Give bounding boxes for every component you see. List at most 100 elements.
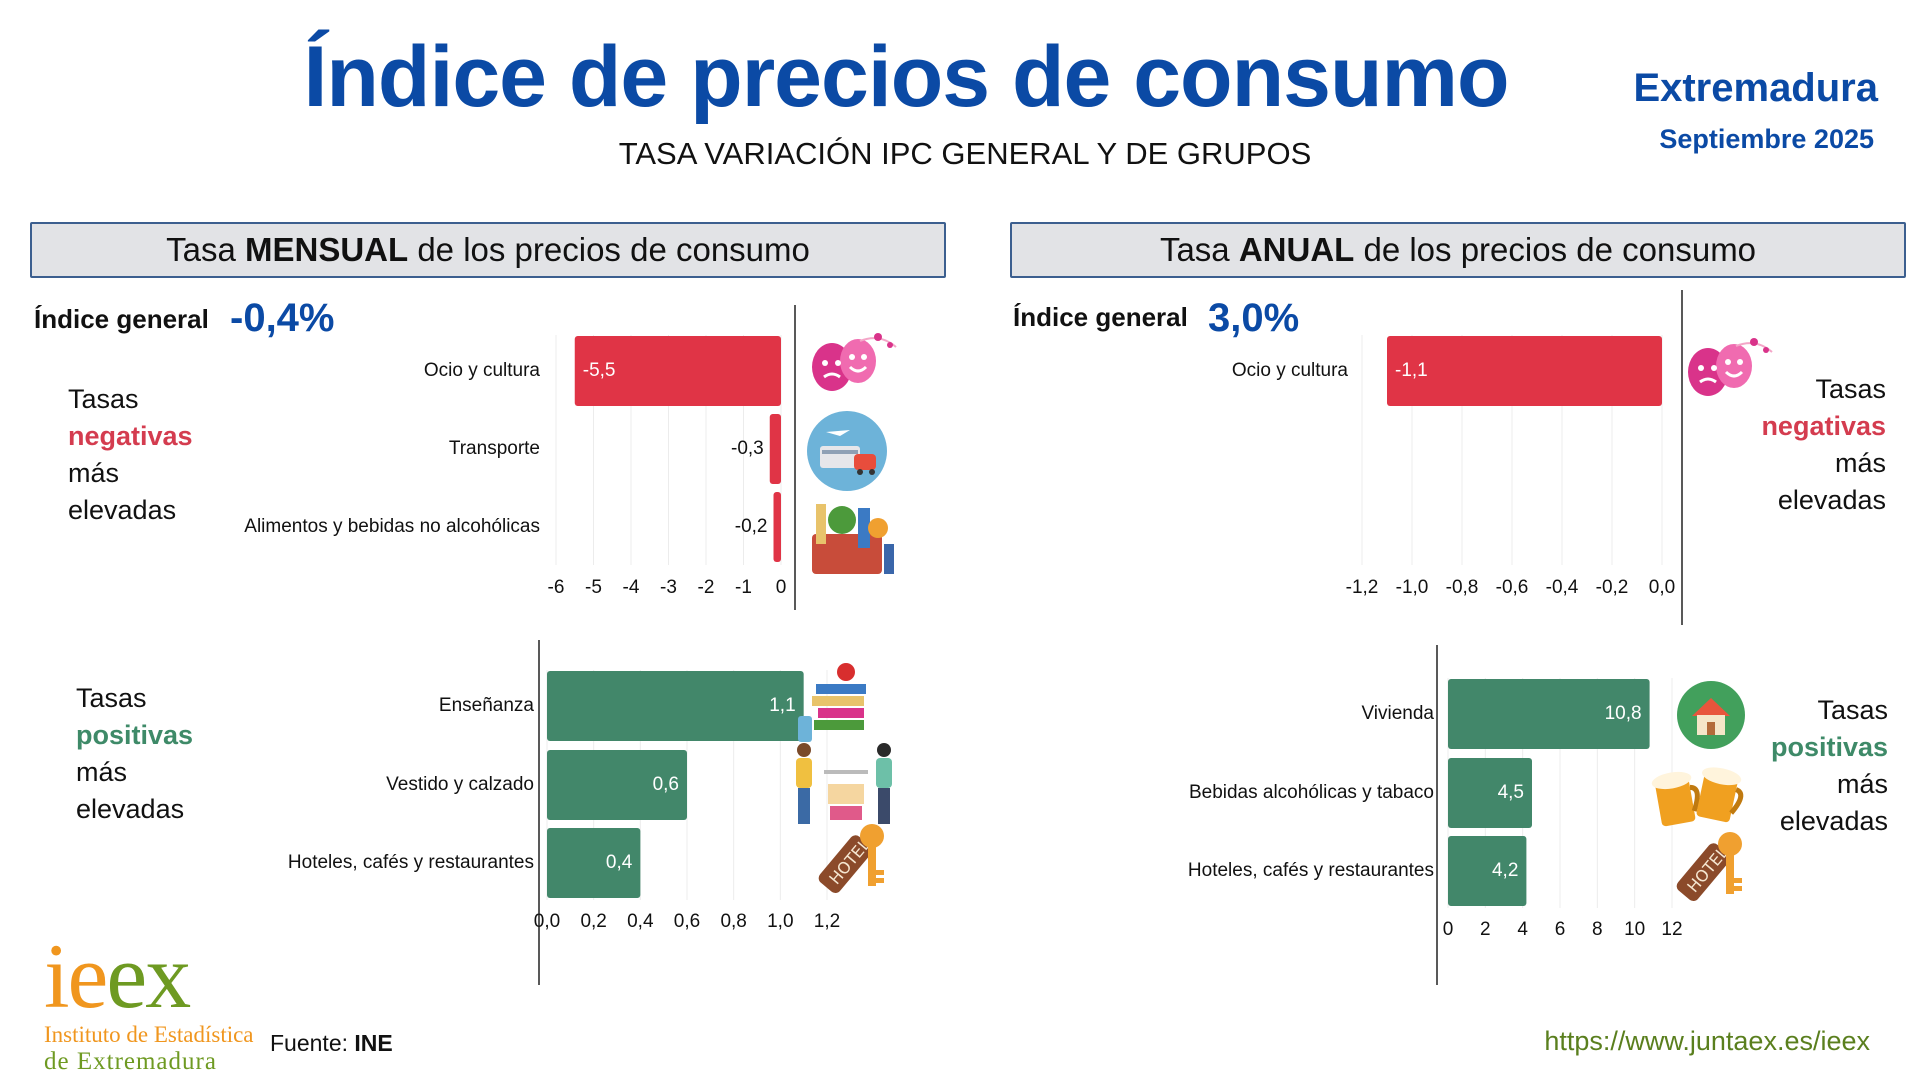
- hotel-key-icon: HOTEL: [806, 818, 890, 905]
- monthly-header-pre: Tasa: [166, 231, 245, 268]
- page-title: Índice de precios de consumo: [303, 29, 1510, 125]
- tick-label: -1,0: [1396, 577, 1429, 598]
- category-label: Bebidas alcohólicas y tabaco: [1189, 782, 1434, 803]
- tick-label: -0,6: [1496, 577, 1529, 598]
- house-icon: [1676, 680, 1746, 755]
- tick-label: 0: [776, 577, 787, 598]
- tick-label: 0,2: [580, 911, 606, 932]
- caption-negative-word: negativas: [68, 421, 193, 451]
- tick-label: 8: [1592, 919, 1603, 940]
- caption-line: Tasas: [68, 384, 139, 414]
- tick-label: 0,0: [534, 911, 560, 932]
- bar: [547, 671, 804, 741]
- annual-header-pre: Tasa: [1159, 231, 1239, 268]
- bar: [547, 750, 687, 820]
- caption-line: Tasas: [76, 683, 147, 713]
- tick-label: -0,4: [1546, 577, 1579, 598]
- ieex-logo: ieex Instituto de Estadística de Extrema…: [44, 930, 254, 1076]
- annual-negative-caption: Tasas negativas más elevadas: [1761, 371, 1886, 519]
- category-label: Hoteles, cafés y restaurantes: [288, 852, 534, 873]
- bar: [574, 336, 781, 406]
- tick-label: -2: [698, 577, 715, 598]
- tick-label: 1,0: [767, 911, 793, 932]
- tick-label: 1,2: [814, 911, 840, 932]
- caption-line: elevadas: [68, 495, 177, 525]
- monthly-header-bold: MENSUAL: [244, 231, 409, 268]
- logo-line1: Instituto de Estadística: [44, 1022, 254, 1047]
- tick-label: -5: [585, 577, 602, 598]
- data-label: 4,5: [1498, 782, 1524, 803]
- logo-letters-green: ex: [106, 925, 191, 1027]
- bar: [1448, 679, 1650, 749]
- logo-wordmark: ieex: [44, 930, 254, 1022]
- caption-line: Tasas: [1815, 374, 1886, 404]
- tick-label: -0,2: [1596, 577, 1629, 598]
- logo-letters-orange: ie: [44, 925, 108, 1027]
- region-label: Extremadura: [1633, 66, 1878, 110]
- bar: [1387, 336, 1662, 406]
- annual-header-post: de los precios de consumo: [1354, 231, 1757, 268]
- tick-label: 0,8: [720, 911, 746, 932]
- annual-general-value: 3,0%: [1208, 296, 1300, 340]
- caption-positive-word: positivas: [1770, 732, 1888, 762]
- tick-label: -1: [735, 577, 752, 598]
- caption-line: más: [76, 757, 128, 787]
- data-label: 10,8: [1605, 703, 1642, 724]
- bar: [547, 828, 641, 898]
- tick-label: 6: [1555, 919, 1566, 940]
- bar: [769, 414, 781, 484]
- monthly-general-value: -0,4%: [230, 296, 335, 340]
- data-label: 4,2: [1492, 860, 1518, 881]
- logo-line2: de Extremadura: [44, 1048, 217, 1075]
- monthly-general-label: Índice general: [34, 304, 209, 334]
- caption-line: elevadas: [76, 794, 185, 824]
- annual-general-label: Índice general: [1013, 302, 1188, 332]
- tick-label: -0,8: [1446, 577, 1479, 598]
- tick-label: -4: [623, 577, 640, 598]
- category-label: Alimentos y bebidas no alcohólicas: [244, 516, 540, 537]
- tick-label: 12: [1661, 919, 1682, 940]
- monthly-panel-header: Tasa MENSUAL de los precios de consumo: [30, 222, 946, 278]
- tick-label: 10: [1624, 919, 1645, 940]
- groceries-icon: [802, 494, 898, 583]
- source-label: Fuente:: [270, 1030, 355, 1056]
- tick-label: 0: [1443, 919, 1454, 940]
- caption-line: Tasas: [1817, 695, 1888, 725]
- website-link[interactable]: https://www.juntaex.es/ieex: [1544, 1026, 1870, 1056]
- monthly-positive-caption: Tasas positivas más elevadas: [76, 680, 193, 828]
- theater-masks-icon: [800, 325, 900, 410]
- tick-label: 0,6: [674, 911, 700, 932]
- bar: [1448, 758, 1532, 828]
- tick-label: -3: [660, 577, 677, 598]
- data-label: -5,5: [583, 360, 616, 381]
- clothing-shop-icon: [788, 740, 904, 835]
- bar: [773, 492, 781, 562]
- hotel-key-icon: HOTEL: [1664, 826, 1748, 913]
- data-label: 0,6: [653, 774, 679, 795]
- caption-line: elevadas: [1779, 806, 1888, 836]
- caption-line: más: [1834, 448, 1886, 478]
- category-label: Ocio y cultura: [424, 360, 541, 381]
- category-label: Enseñanza: [439, 695, 535, 716]
- tick-label: -6: [548, 577, 565, 598]
- data-label: -0,3: [731, 438, 764, 459]
- category-label: Ocio y cultura: [1232, 360, 1349, 381]
- category-label: Hoteles, cafés y restaurantes: [1188, 860, 1434, 881]
- transport-icon: [806, 410, 888, 497]
- category-label: Vivienda: [1361, 703, 1434, 724]
- data-label: 0,4: [606, 852, 633, 873]
- tick-label: -1,2: [1346, 577, 1379, 598]
- caption-negative-word: negativas: [1761, 411, 1886, 441]
- caption-line: más: [68, 458, 120, 488]
- annual-header-bold: ANUAL: [1238, 231, 1355, 268]
- period-label: Septiembre 2025: [1659, 124, 1874, 154]
- source-value: INE: [354, 1030, 393, 1056]
- theater-masks-icon: [1676, 330, 1776, 415]
- annual-positive-caption: Tasas positivas más elevadas: [1771, 692, 1888, 840]
- annual-panel-header: Tasa ANUAL de los precios de consumo: [1010, 222, 1906, 278]
- bar: [1448, 836, 1527, 906]
- caption-positive-word: positivas: [76, 720, 194, 750]
- tick-label: 2: [1480, 919, 1491, 940]
- monthly-header-post: de los precios de consumo: [408, 231, 810, 268]
